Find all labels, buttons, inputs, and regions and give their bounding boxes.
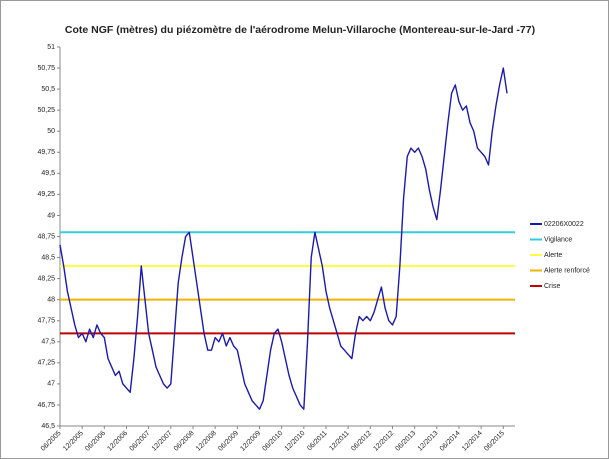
chart-title: Cote NGF (mètres) du piézomètre de l'aér… xyxy=(65,24,535,36)
y-tick-label: 49,75 xyxy=(37,149,55,156)
legend-label: Alerte renforcé xyxy=(544,267,590,274)
y-tick-label: 47,25 xyxy=(37,360,55,367)
y-tick-label: 49,25 xyxy=(37,191,55,198)
y-tick-label: 47 xyxy=(47,381,55,388)
legend-label: Crise xyxy=(544,283,560,290)
y-tick-label: 48 xyxy=(47,297,55,304)
y-tick-label: 51 xyxy=(47,44,55,51)
data-line xyxy=(59,67,508,410)
y-tick-label: 48,5 xyxy=(41,254,55,261)
y-tick-label: 49,5 xyxy=(41,170,55,177)
legend-label: Vigilance xyxy=(544,236,572,243)
y-tick-label: 46,75 xyxy=(37,402,55,409)
y-tick-label: 46,5 xyxy=(41,423,55,430)
y-tick-label: 50,75 xyxy=(37,65,55,72)
y-tick-label: 50 xyxy=(47,128,55,135)
y-tick-label: 48,25 xyxy=(37,275,55,282)
legend-label: 02206X0022 xyxy=(544,221,584,228)
y-tick-label: 50,5 xyxy=(41,86,55,93)
y-tick-label: 49 xyxy=(47,212,55,219)
y-tick-label: 50,25 xyxy=(37,107,55,114)
y-tick-label: 47,75 xyxy=(37,318,55,325)
y-tick-label: 47,5 xyxy=(41,339,55,346)
y-tick-label: 48,75 xyxy=(37,233,55,240)
legend-label: Alerte xyxy=(544,252,562,259)
